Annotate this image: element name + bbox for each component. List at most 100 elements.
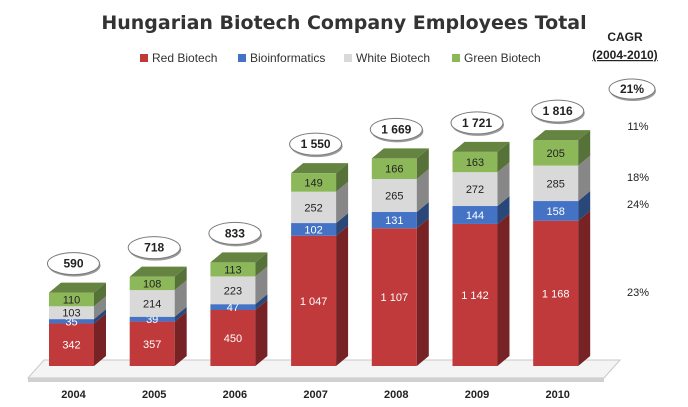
total-callout-2007: 1 550 — [289, 132, 343, 158]
bar-side-red-biotech-2006 — [255, 300, 268, 366]
x-tick-2005: 2005 — [142, 389, 166, 401]
x-tick-2010: 2010 — [545, 389, 569, 401]
bar-group-2008: 1 107 131 265 166 — [371, 148, 429, 366]
bar-top-2009 — [452, 141, 510, 152]
bar-label-green-biotech-2005: 108 — [143, 278, 161, 290]
bar-side-bioinformatics-2005 — [174, 306, 187, 322]
total-bubble — [450, 111, 504, 135]
total-callout-2006: 833 — [208, 221, 262, 247]
total-label-2006: 833 — [225, 226, 245, 240]
bar-label-green-biotech-2009: 163 — [466, 157, 484, 169]
bar-side-green-biotech-2009 — [497, 141, 510, 173]
bar-bioinformatics-2010 — [533, 201, 579, 221]
cagr-value-red-biotech: 23% — [627, 287, 649, 299]
bar-top-2008 — [371, 148, 429, 159]
cagr-value-green-biotech: 11% — [627, 121, 648, 133]
bar-side-bioinformatics-2004 — [94, 309, 106, 324]
bar-red-biotech-2006 — [210, 310, 256, 366]
x-tick-2006: 2006 — [223, 389, 247, 401]
bar-red-biotech-2007 — [291, 235, 337, 366]
bar-label-white-biotech-2005: 214 — [143, 298, 161, 310]
bar-side-red-biotech-2010 — [578, 210, 591, 366]
bar-label-bioinformatics-2009: 144 — [466, 210, 484, 222]
bar-label-red-biotech-2010: 1 168 — [542, 288, 570, 300]
bar-side-white-biotech-2004 — [94, 296, 106, 320]
bar-top-2010 — [533, 130, 591, 141]
total-bubble — [531, 99, 585, 123]
bar-label-red-biotech-2008: 1 107 — [381, 292, 409, 304]
bar-side-bioinformatics-2007 — [336, 213, 349, 236]
bar-label-red-biotech-2005: 357 — [143, 339, 161, 351]
bar-top-2005 — [129, 266, 187, 277]
bar-side-white-biotech-2008 — [416, 169, 429, 212]
bar-label-red-biotech-2004: 342 — [62, 340, 80, 352]
bar-label-white-biotech-2004: 103 — [62, 308, 80, 320]
total-callout-2009: 1 721 — [450, 111, 504, 136]
bar-side-white-biotech-2007 — [336, 181, 349, 224]
total-label-2009: 1 721 — [462, 116, 492, 130]
bar-bioinformatics-2008 — [371, 211, 417, 229]
bar-bioinformatics-2004 — [49, 319, 94, 324]
bar-label-red-biotech-2006: 450 — [224, 333, 242, 345]
bar-label-green-biotech-2010: 205 — [547, 148, 565, 160]
total-bubble — [47, 252, 100, 276]
bar-white-biotech-2005 — [129, 290, 175, 317]
bar-label-bioinformatics-2008: 131 — [385, 215, 403, 227]
total-label-2005: 718 — [144, 241, 164, 255]
bar-top-2006 — [210, 252, 268, 263]
bar-red-biotech-2008 — [371, 228, 417, 366]
total-bubble — [289, 132, 343, 156]
x-tick-2009: 2009 — [465, 389, 489, 401]
total-callout-2004: 590 — [47, 252, 101, 277]
total-label-2008: 1 669 — [381, 122, 411, 136]
legend-label-bioinformatics: Bioinformatics — [250, 51, 325, 65]
bar-side-green-biotech-2006 — [255, 252, 268, 277]
legend-swatch-green-biotech — [452, 54, 460, 62]
x-tick-2004: 2004 — [61, 389, 86, 401]
cagr-header-label: CAGR — [607, 30, 643, 44]
bar-white-biotech-2007 — [291, 191, 337, 224]
bar-bioinformatics-2007 — [291, 223, 337, 236]
total-label-2007: 1 550 — [301, 137, 331, 151]
bar-label-bioinformatics-2004: 35 — [65, 316, 77, 328]
bar-label-white-biotech-2006: 223 — [224, 285, 242, 297]
bar-green-biotech-2010 — [533, 140, 579, 166]
bar-side-green-biotech-2010 — [578, 130, 591, 166]
legend-swatch-white-biotech — [344, 54, 352, 62]
bar-side-white-biotech-2009 — [497, 162, 510, 207]
bar-label-white-biotech-2007: 252 — [304, 202, 322, 214]
bar-side-bioinformatics-2006 — [255, 294, 268, 311]
legend-label-red-biotech: Red Biotech — [152, 51, 217, 65]
total-callout-2005: 718 — [127, 236, 182, 261]
legend: Red Biotech Bioinformatics White Biotech Gr… — [140, 51, 541, 65]
cagr-value-white-biotech: 18% — [627, 172, 649, 184]
bar-white-biotech-2008 — [371, 179, 417, 212]
bar-side-green-biotech-2004 — [94, 282, 106, 307]
bar-group-2006: 450 47 223 113 — [210, 252, 268, 366]
total-bubble — [369, 117, 423, 141]
bar-top-2004 — [49, 282, 106, 293]
cagr-value-bioinformatics: 24% — [627, 199, 649, 211]
bar-side-bioinformatics-2008 — [416, 201, 429, 229]
total-bubble — [127, 236, 181, 260]
bar-label-green-biotech-2008: 166 — [385, 164, 403, 176]
bar-white-biotech-2004 — [49, 306, 94, 320]
bar-side-red-biotech-2005 — [174, 311, 187, 366]
bar-label-bioinformatics-2005: 39 — [146, 314, 158, 326]
bar-label-bioinformatics-2010: 158 — [547, 206, 565, 218]
bar-label-green-biotech-2007: 149 — [304, 177, 322, 189]
bar-bioinformatics-2006 — [210, 304, 256, 311]
bar-green-biotech-2004 — [49, 292, 94, 307]
bar-label-green-biotech-2004: 110 — [63, 294, 81, 306]
legend-label-green-biotech: Green Biotech — [464, 51, 541, 65]
bar-side-bioinformatics-2009 — [497, 196, 510, 224]
total-label-2010: 1 816 — [543, 104, 573, 118]
bar-group-2009: 1 142 144 272 163 — [452, 141, 510, 366]
bar-group-2005: 357 39 214 108 — [129, 266, 187, 366]
bar-side-green-biotech-2007 — [336, 163, 349, 192]
bar-bioinformatics-2009 — [452, 206, 498, 224]
bar-label-bioinformatics-2006: 47 — [227, 302, 239, 314]
bar-side-red-biotech-2009 — [497, 213, 510, 366]
